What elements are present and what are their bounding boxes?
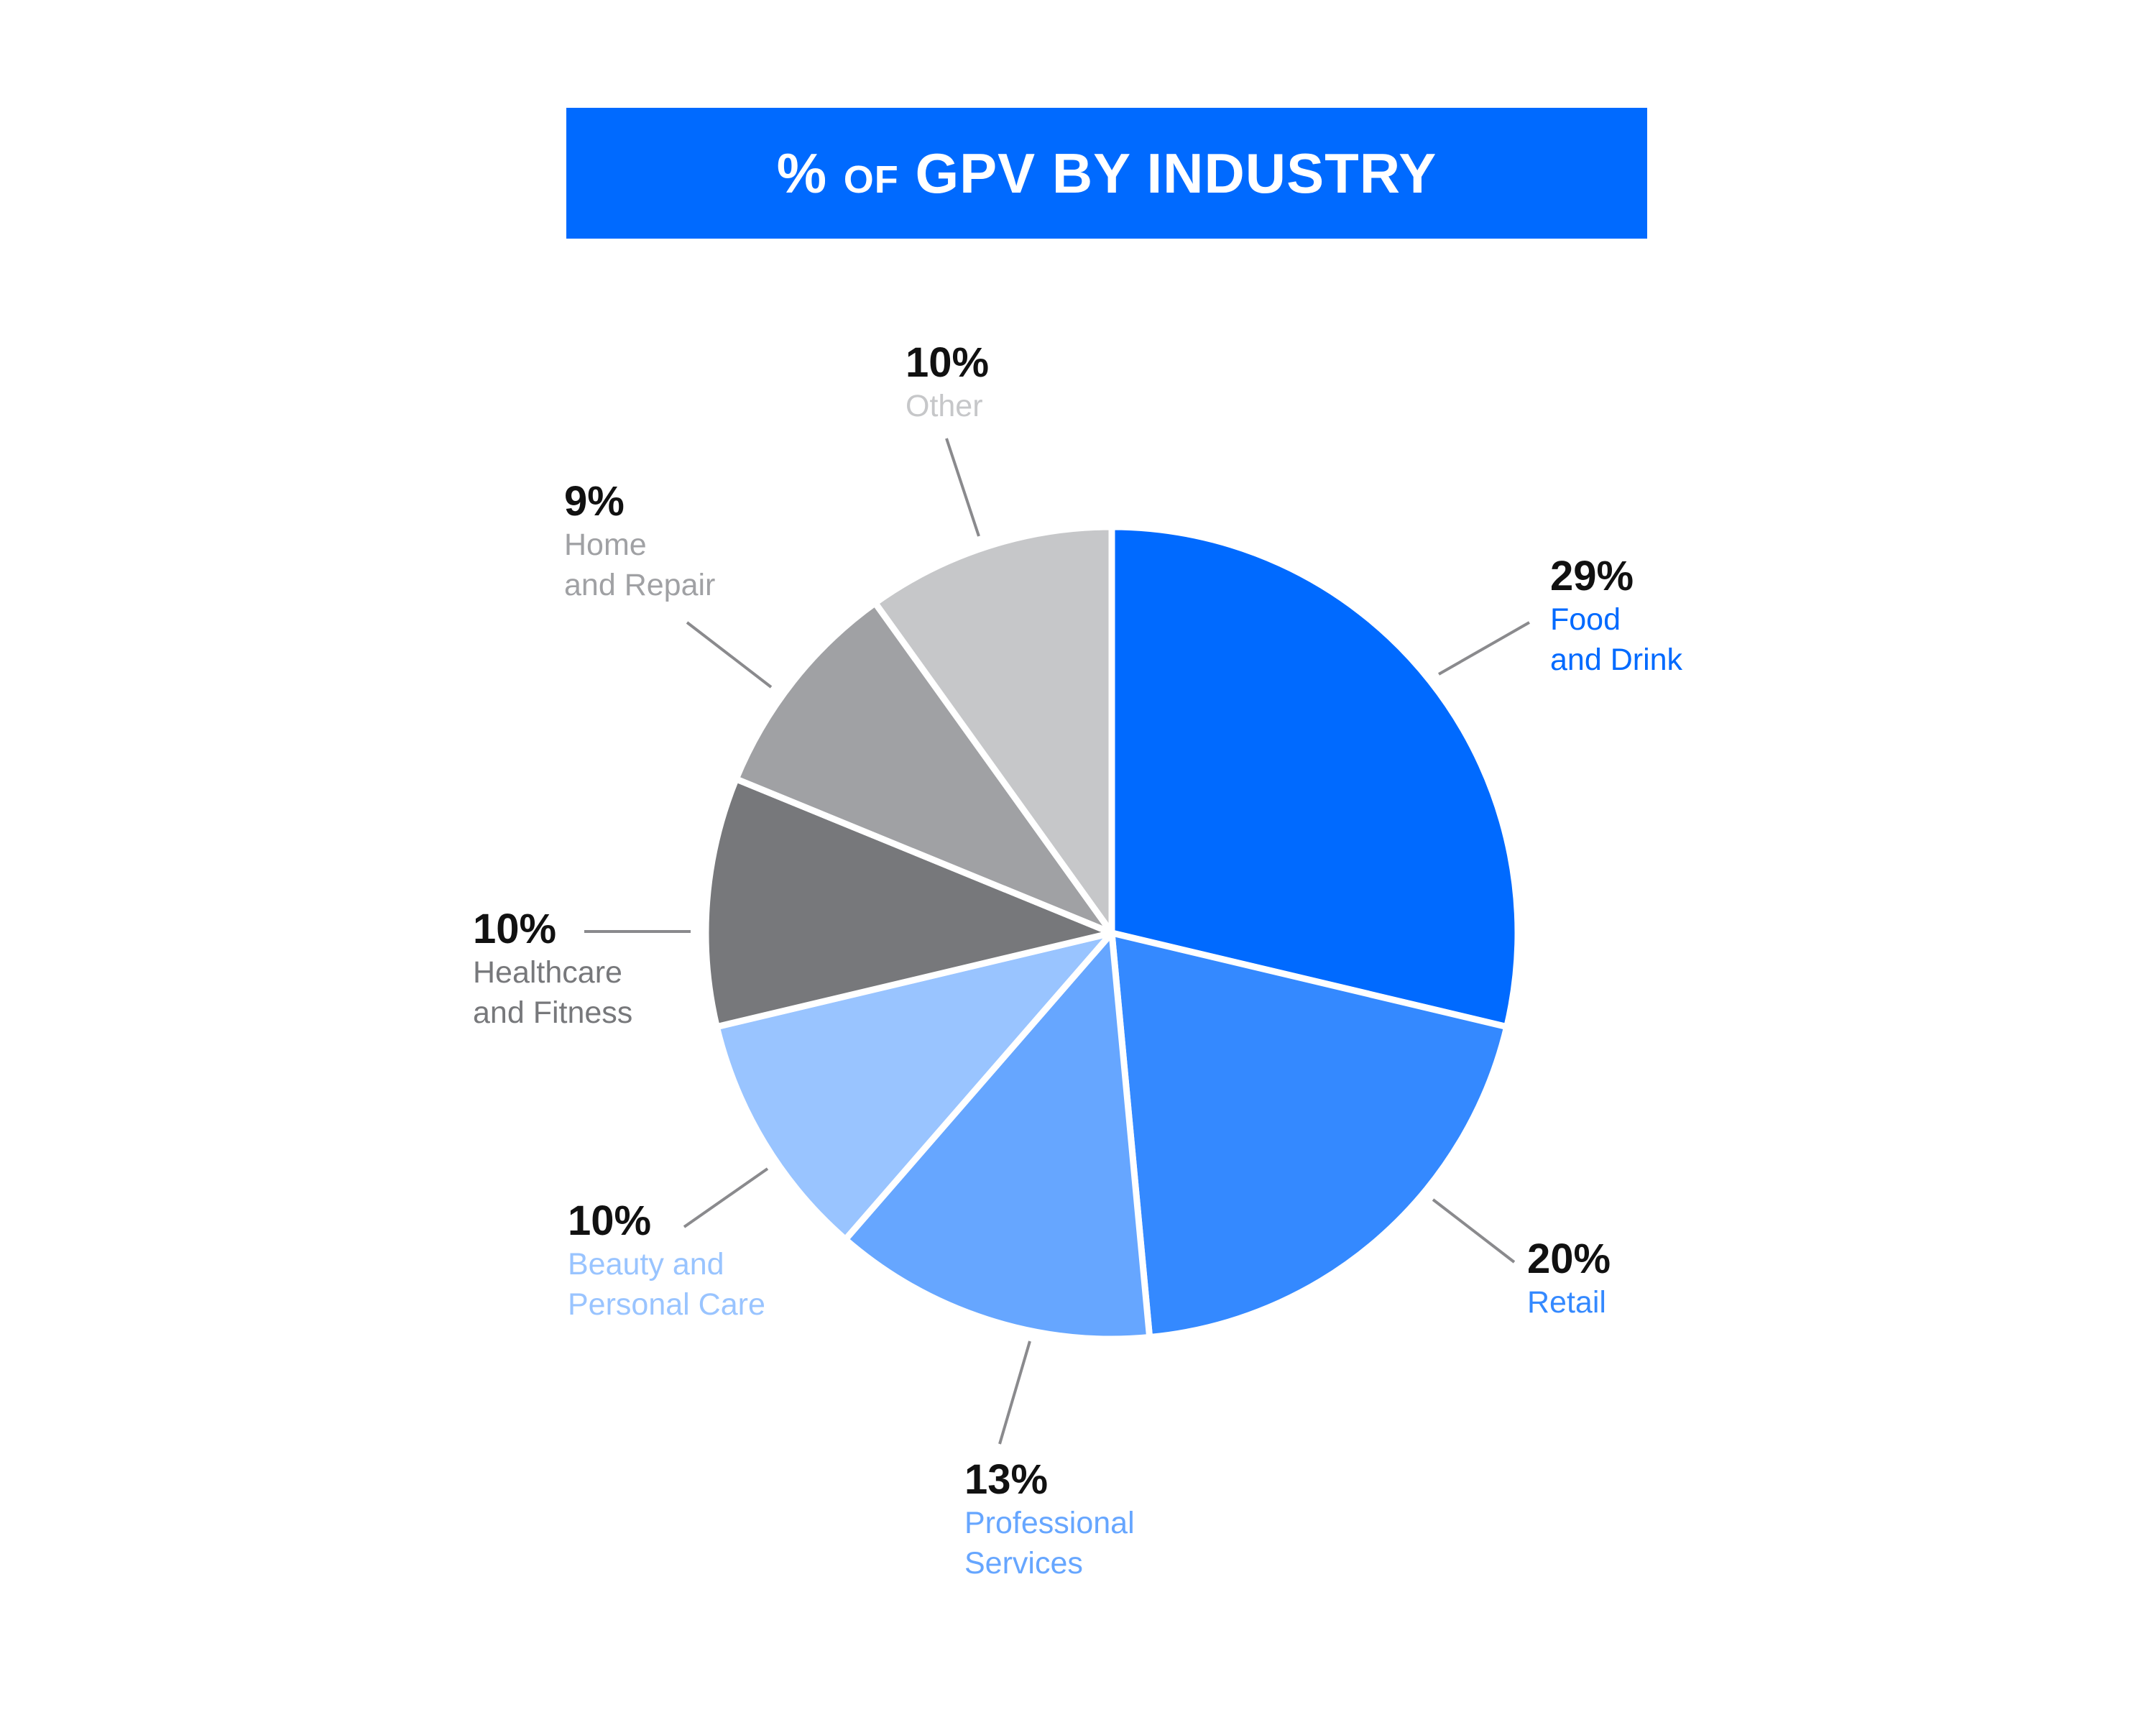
callout-other: 10% Other <box>906 340 1164 426</box>
chart-title-main: GPV BY INDUSTRY <box>915 141 1437 205</box>
slice-category-label: Retail <box>1527 1285 1606 1320</box>
title-banner: % OF GPV BY INDUSTRY <box>566 108 1647 239</box>
slice-category-label: and Fitness <box>473 995 633 1030</box>
callout-home-and-repair: 9% Home and Repair <box>564 479 823 605</box>
leader-line-retail <box>1432 1198 1516 1264</box>
chart-title: % OF GPV BY INDUSTRY <box>777 141 1437 206</box>
leader-line-beauty-and-personal-care <box>683 1167 769 1228</box>
chart-title-prefix: % <box>776 141 828 205</box>
slice-category-label: Food <box>1550 602 1621 637</box>
pie-slice-home-and-repair <box>732 599 1115 937</box>
slice-category-label: Personal Care <box>568 1287 765 1322</box>
callout-food-and-drink: 29% Food and Drink <box>1550 553 1809 680</box>
slice-category-label: Services <box>964 1546 1083 1581</box>
slice-percent-label: 13% <box>964 1456 1049 1503</box>
pie-slice-other <box>872 523 1115 937</box>
slice-category-label: Professional <box>964 1506 1135 1540</box>
leader-lines <box>584 438 1530 1445</box>
slice-category-label: Healthcare <box>473 955 622 990</box>
callout-retail: 20% Retail <box>1527 1236 1786 1322</box>
leader-line-food-and-drink <box>1438 621 1530 676</box>
slice-percent-label: 10% <box>473 906 557 952</box>
pie-slice-professional-services <box>842 929 1153 1343</box>
callout-beauty-and-personal-care: 10% Beauty and Personal Care <box>568 1198 826 1325</box>
slice-category-label: Home <box>564 528 647 562</box>
chart-title-of: OF <box>843 157 899 201</box>
callout-healthcare-and-fitness: 10% Healthcare and Fitness <box>473 906 732 1033</box>
slice-category-label: Other <box>906 389 983 423</box>
leader-line-other <box>945 438 980 537</box>
slice-percent-label: 9% <box>564 478 625 525</box>
pie-slice-food-and-drink <box>1108 523 1521 1031</box>
leader-line-home-and-repair <box>686 621 773 689</box>
slice-category-label: and Drink <box>1550 643 1683 677</box>
slice-category-label: and Repair <box>564 568 716 602</box>
slice-percent-label: 29% <box>1550 553 1634 599</box>
slice-category-label: Beauty and <box>568 1247 724 1282</box>
leader-line-professional-services <box>998 1340 1031 1445</box>
pie-slice-retail <box>1108 929 1511 1341</box>
slice-percent-label: 10% <box>568 1197 652 1244</box>
pie-slice-healthcare-and-fitness <box>702 776 1115 1031</box>
pie-slice-beauty-and-personal-care <box>713 929 1115 1243</box>
slice-percent-label: 20% <box>1527 1236 1611 1282</box>
callout-professional-services: 13% Professional Services <box>964 1457 1223 1583</box>
pie-slices <box>702 523 1521 1343</box>
slice-percent-label: 10% <box>906 339 990 386</box>
